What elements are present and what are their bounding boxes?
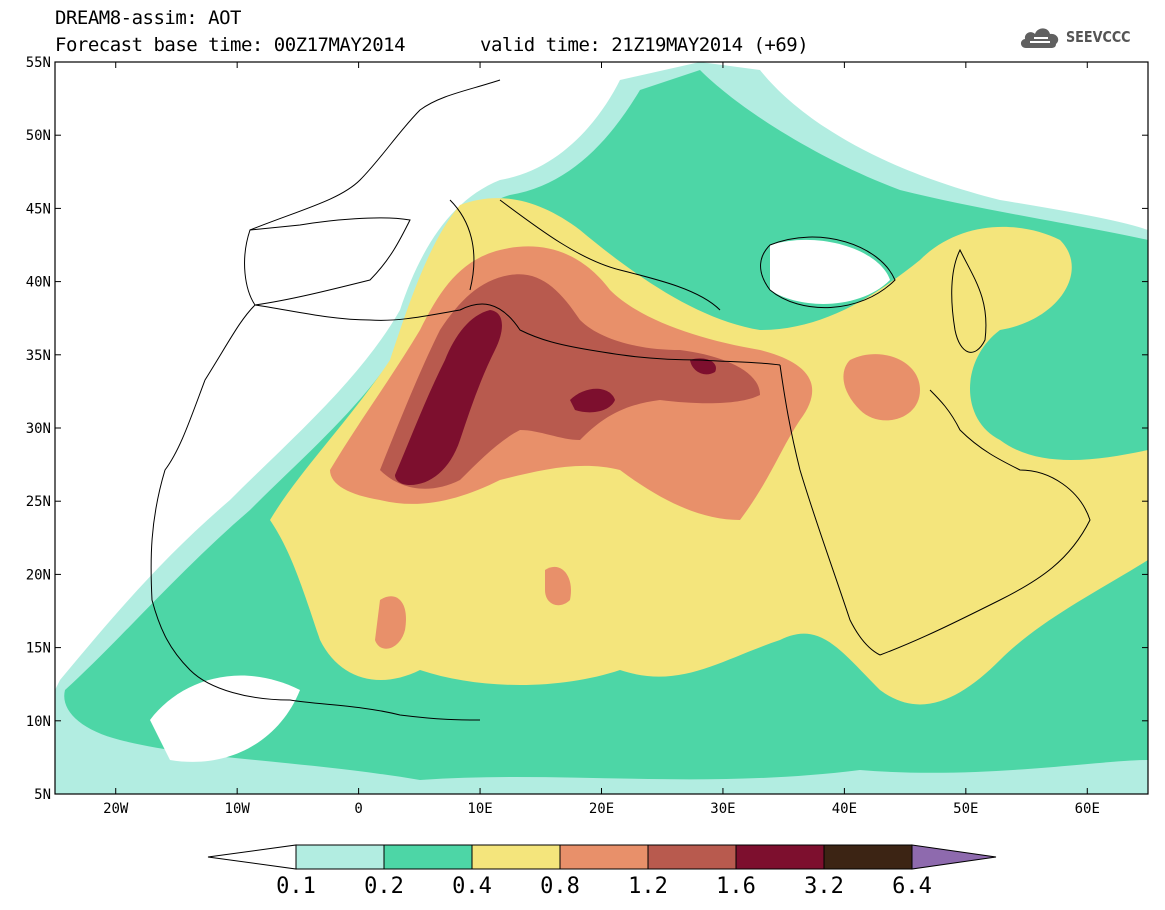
aot-level-1.6-libya	[570, 388, 615, 413]
coastline-caspian	[951, 248, 987, 353]
aot-level-0.8-chad	[545, 566, 571, 606]
colorbar-under-arrow	[207, 844, 297, 870]
colorbar-over-arrow	[911, 844, 997, 870]
lon-tick-label: 20W	[103, 801, 129, 817]
colorbar-bin-1	[295, 844, 385, 870]
aot-level-0.8-arabia	[843, 354, 920, 421]
latitude-axis: 55N 50N 45N 40N 35N 30N 25N 20N 15N 10N 5N	[26, 55, 1148, 803]
coastline-europe	[249, 79, 721, 311]
coastline-iberia	[244, 217, 411, 306]
seevccc-logo: SEEVCCC	[1018, 24, 1142, 50]
longitude-axis: 20W 10W 0 10E 20E 30E 40E 50E 60E	[103, 62, 1100, 817]
lat-tick-label: 15N	[26, 641, 51, 657]
lat-tick-label: 30N	[26, 421, 51, 437]
colorbar-bin-4	[559, 844, 649, 870]
lat-tick-label: 10N	[26, 714, 51, 730]
colorbar: 0.1 0.2 0.4 0.8 1.2 1.6 3.2 6.4	[207, 844, 997, 899]
lon-tick-label: 30E	[710, 801, 735, 817]
lon-tick-label: 60E	[1075, 801, 1100, 817]
lat-tick-label: 20N	[26, 567, 51, 583]
lat-tick-label: 45N	[26, 201, 51, 217]
aot-field	[55, 62, 1148, 794]
colorbar-bin-7	[823, 844, 913, 870]
aot-gap-black-sea	[770, 239, 890, 304]
lon-tick-label: 50E	[953, 801, 978, 817]
map-title: DREAM8-assim: AOT	[55, 7, 241, 29]
cloud-icon	[1020, 28, 1059, 48]
coastline-north-africa	[254, 303, 781, 366]
aot-gap-west-africa	[150, 675, 300, 762]
lon-tick-label: 40E	[832, 801, 857, 817]
coastline-black-sea	[760, 236, 896, 309]
lat-tick-label: 5N	[34, 787, 51, 803]
valid-time: valid time: 21Z19MAY2014 (+69)	[480, 34, 809, 56]
lon-tick-label: 0	[354, 801, 362, 817]
lon-tick-label: 10W	[225, 801, 251, 817]
colorbar-bin-6	[735, 844, 825, 870]
colorbar-label: 1.6	[716, 874, 756, 899]
coastline-west-africa	[150, 304, 481, 721]
coastlines	[150, 79, 1091, 721]
colorbar-label: 1.2	[628, 874, 668, 899]
logo-text: SEEVCCC	[1066, 28, 1131, 46]
aot-level-1.6-egypt	[690, 358, 716, 375]
colorbar-label: 0.4	[452, 874, 492, 899]
colorbar-label: 0.1	[276, 874, 316, 899]
coastline-red-sea	[779, 364, 881, 656]
forecast-base-time: Forecast base time: 00Z17MAY2014	[55, 34, 406, 56]
lon-tick-label: 10E	[467, 801, 492, 817]
lat-tick-label: 40N	[26, 275, 51, 291]
aot-level-1.6	[395, 310, 502, 485]
lat-tick-label: 35N	[26, 348, 51, 364]
colorbar-label: 0.2	[364, 874, 404, 899]
lon-tick-label: 20E	[589, 801, 614, 817]
lat-tick-label: 50N	[26, 128, 51, 144]
lat-tick-label: 55N	[26, 55, 51, 71]
colorbar-bin-3	[471, 844, 561, 870]
colorbar-label: 0.8	[540, 874, 580, 899]
lat-tick-label: 25N	[26, 494, 51, 510]
colorbar-label: 6.4	[892, 874, 932, 899]
coastline-arabia	[879, 389, 1091, 656]
colorbar-label: 3.2	[804, 874, 844, 899]
aot-level-0.8-niger	[375, 596, 406, 649]
colorbar-bin-2	[383, 844, 473, 870]
colorbar-bin-5	[647, 844, 737, 870]
